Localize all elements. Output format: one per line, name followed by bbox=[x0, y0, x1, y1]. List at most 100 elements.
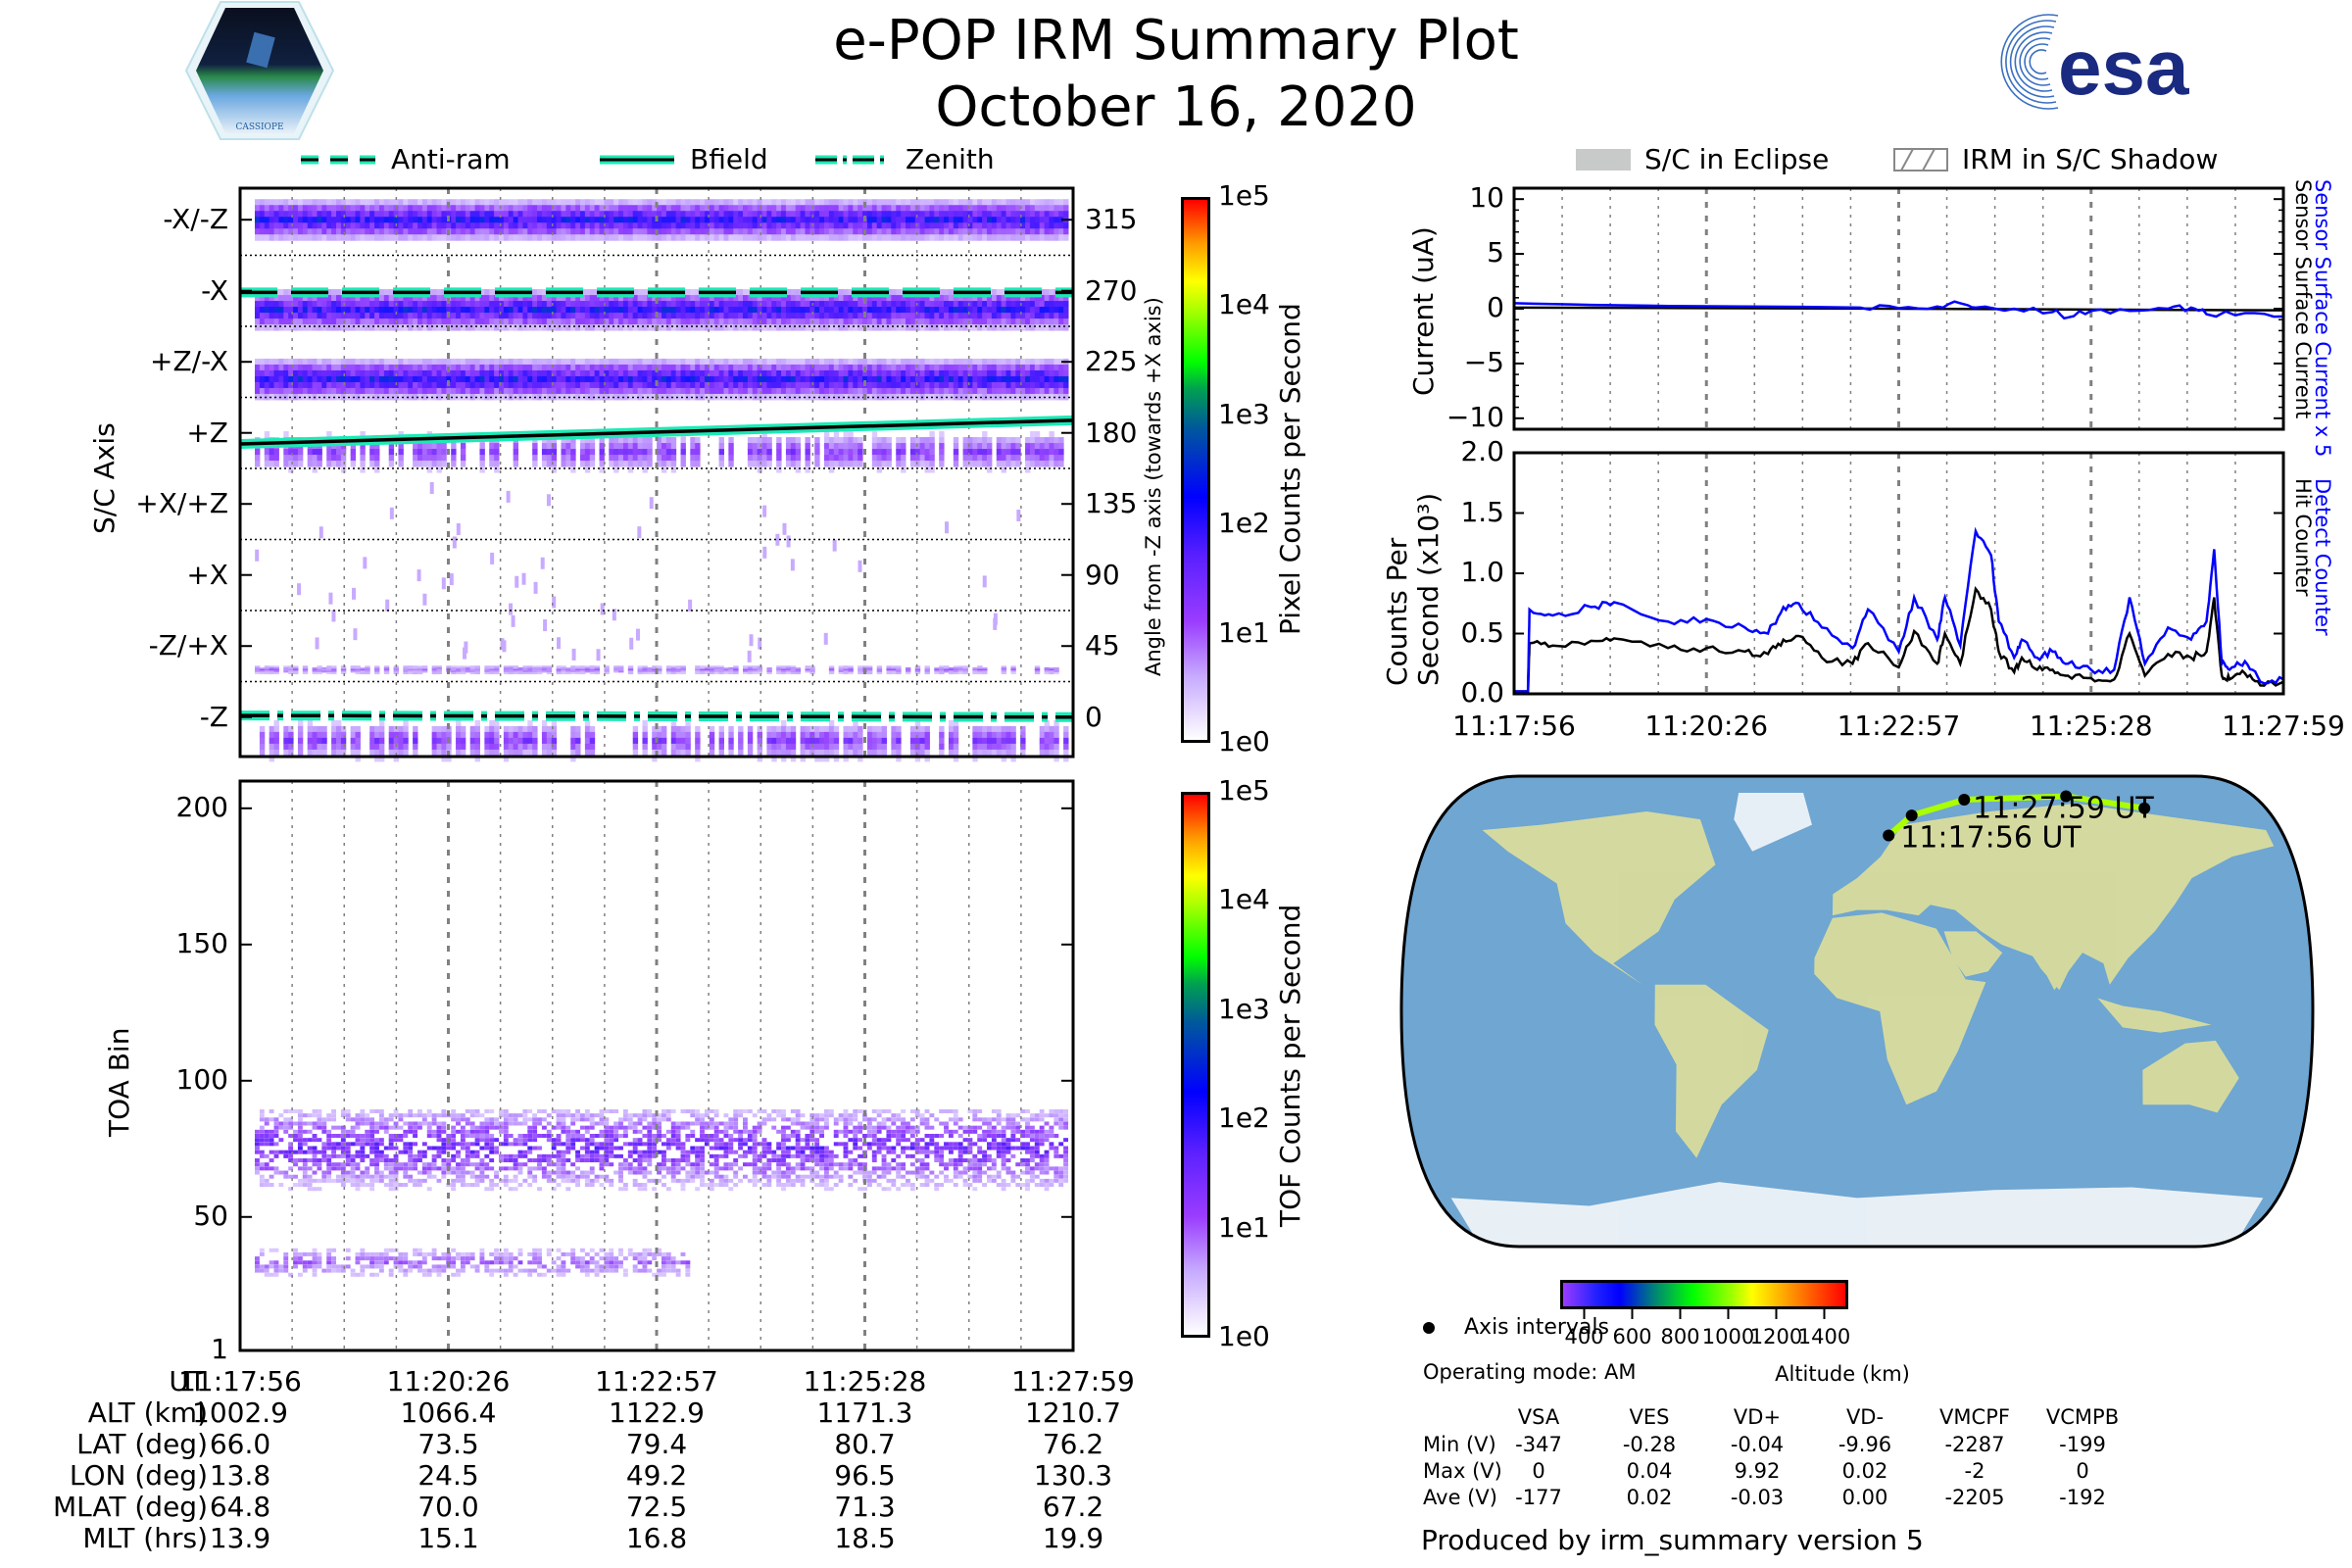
heatmap-cell bbox=[828, 455, 835, 462]
heatmap-cell bbox=[828, 301, 835, 308]
heatmap-cell bbox=[785, 301, 792, 308]
heatmap-cell bbox=[657, 665, 662, 668]
heatmap-cell bbox=[479, 301, 485, 308]
heatmap-cell bbox=[378, 731, 385, 739]
heatmap-cell bbox=[962, 295, 968, 302]
heatmap-cell bbox=[469, 731, 476, 739]
heatmap-cell bbox=[355, 743, 361, 751]
heatmap-cell bbox=[1015, 437, 1021, 444]
heatmap-cell bbox=[293, 666, 299, 670]
heatmap-cell bbox=[662, 381, 667, 389]
heatmap-cell bbox=[522, 211, 528, 218]
heatmap-cell bbox=[828, 217, 835, 223]
heatmap-cell bbox=[374, 461, 380, 467]
heatmap-cell bbox=[307, 211, 314, 218]
heatmap-cell bbox=[393, 671, 399, 675]
heatmap-cell bbox=[824, 211, 830, 218]
heatmap-cell bbox=[609, 222, 614, 229]
heatmap-cell bbox=[695, 671, 701, 675]
heatmap-cell bbox=[652, 670, 658, 673]
heatmap-cell bbox=[264, 381, 270, 389]
heatmap-cell bbox=[743, 375, 749, 383]
heatmap-cell bbox=[421, 393, 428, 401]
heatmap-cell bbox=[662, 461, 667, 467]
heatmap-cell bbox=[622, 318, 629, 325]
heatmap-cell bbox=[331, 358, 337, 366]
heatmap-cell bbox=[828, 387, 835, 395]
heatmap-cell bbox=[369, 358, 375, 366]
heatmap-cell bbox=[919, 234, 926, 241]
heatmap-cell bbox=[824, 205, 830, 212]
heatmap-cell bbox=[1001, 289, 1007, 296]
heatmap-cell bbox=[537, 217, 543, 223]
heatmap-cell bbox=[967, 313, 973, 319]
heatmap-cell bbox=[546, 228, 553, 235]
heatmap-cell bbox=[474, 199, 480, 206]
heatmap-cell bbox=[312, 318, 318, 325]
heatmap-cell bbox=[431, 737, 438, 745]
heatmap-cell bbox=[757, 307, 763, 314]
heatmap-cell bbox=[307, 743, 314, 751]
heatmap-cell bbox=[388, 301, 395, 308]
heatmap-cell bbox=[781, 234, 787, 241]
heatmap-cell bbox=[331, 387, 337, 395]
heatmap-cell bbox=[307, 749, 314, 757]
heatmap-cell bbox=[494, 217, 500, 223]
heatmap-cell bbox=[637, 289, 643, 296]
heatmap-cell bbox=[833, 449, 840, 456]
heatmap-cell bbox=[609, 217, 614, 223]
heatmap-cell bbox=[575, 358, 581, 366]
heatmap-cell bbox=[713, 358, 720, 366]
heatmap-cell bbox=[685, 358, 691, 366]
heatmap-cell bbox=[355, 364, 361, 371]
heatmap-cell bbox=[1015, 228, 1021, 235]
heatmap-cell bbox=[393, 199, 399, 206]
heatmap-cell bbox=[489, 301, 495, 308]
heatmap-cell bbox=[627, 665, 634, 668]
heatmap-cell bbox=[962, 205, 968, 212]
heatmap-cell bbox=[886, 364, 892, 371]
heatmap-cell bbox=[321, 381, 327, 389]
heatmap-cell bbox=[828, 666, 835, 670]
heatmap-cell bbox=[278, 364, 284, 371]
heatmap-cell bbox=[541, 199, 548, 206]
heatmap-cell bbox=[618, 205, 624, 212]
heatmap-cell bbox=[388, 369, 395, 377]
heatmap-cell bbox=[403, 387, 409, 395]
heatmap-cell bbox=[259, 381, 266, 389]
heatmap-cell bbox=[264, 364, 270, 371]
heatmap-cell bbox=[561, 455, 566, 462]
heatmap-cell bbox=[388, 461, 395, 467]
heatmap-cell bbox=[781, 666, 787, 670]
heatmap-cell bbox=[456, 719, 462, 727]
heatmap-cell bbox=[781, 313, 787, 319]
heatmap-cell bbox=[944, 668, 950, 671]
heatmap-cell bbox=[1001, 313, 1007, 319]
heatmap-cell bbox=[594, 228, 601, 235]
heatmap-cell bbox=[479, 318, 485, 325]
heatmap-cell bbox=[541, 364, 548, 371]
heatmap-cell bbox=[828, 443, 835, 450]
heatmap-cell bbox=[383, 199, 390, 206]
heatmap-cell bbox=[273, 369, 279, 377]
heatmap-cell bbox=[843, 211, 849, 218]
heatmap-cell bbox=[805, 670, 810, 673]
heatmap-cell bbox=[785, 295, 792, 302]
heatmap-cell bbox=[350, 670, 357, 673]
heatmap-cell bbox=[704, 358, 710, 366]
heatmap-cell bbox=[522, 301, 528, 308]
heatmap-cell bbox=[599, 307, 605, 314]
heatmap-cell bbox=[675, 670, 682, 673]
heatmap-cell bbox=[718, 295, 724, 302]
heatmap-cell bbox=[460, 443, 466, 450]
heatmap-cell bbox=[1049, 375, 1054, 383]
heatmap-cell bbox=[833, 301, 840, 308]
heatmap-cell bbox=[704, 222, 710, 229]
heatmap-cell bbox=[460, 222, 466, 229]
heatmap-cell bbox=[709, 324, 715, 331]
heatmap-cell bbox=[269, 671, 275, 675]
heatmap-cell bbox=[283, 749, 289, 757]
heatmap-cell bbox=[355, 670, 361, 673]
heatmap-cell bbox=[761, 369, 767, 377]
heatmap-cell bbox=[1049, 364, 1054, 371]
